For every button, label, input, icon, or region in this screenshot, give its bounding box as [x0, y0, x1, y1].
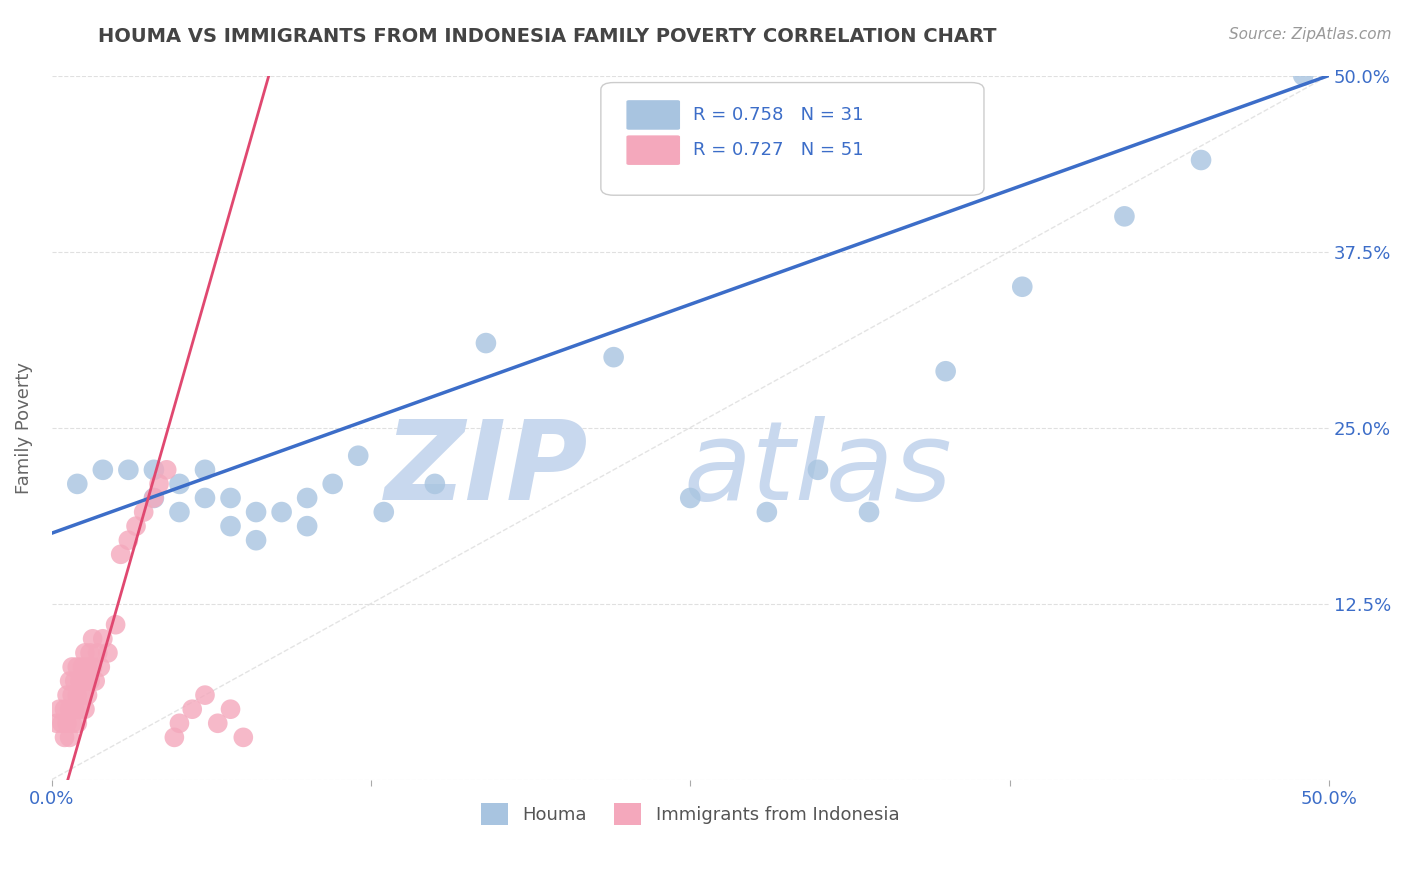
Point — [66, 688, 89, 702]
Point — [169, 476, 191, 491]
Point — [56, 688, 79, 702]
Point — [194, 463, 217, 477]
Point — [232, 731, 254, 745]
Point — [935, 364, 957, 378]
Point — [194, 688, 217, 702]
FancyBboxPatch shape — [627, 136, 681, 165]
Point — [91, 632, 114, 646]
Point — [322, 476, 344, 491]
Point — [63, 673, 86, 688]
Point — [59, 702, 82, 716]
Point — [219, 519, 242, 533]
Point — [76, 660, 98, 674]
Point — [148, 476, 170, 491]
Point — [84, 673, 107, 688]
Point — [117, 463, 139, 477]
FancyBboxPatch shape — [627, 100, 681, 129]
Point — [60, 660, 83, 674]
Point — [169, 716, 191, 731]
Point — [45, 716, 67, 731]
Point — [56, 716, 79, 731]
Point — [142, 463, 165, 477]
Text: R = 0.727   N = 51: R = 0.727 N = 51 — [693, 141, 863, 159]
Point — [1292, 69, 1315, 83]
Point — [156, 463, 179, 477]
Point — [373, 505, 395, 519]
Point — [89, 660, 111, 674]
Legend: Houma, Immigrants from Indonesia: Houma, Immigrants from Indonesia — [472, 794, 908, 834]
Point — [163, 731, 186, 745]
Point — [97, 646, 120, 660]
FancyBboxPatch shape — [600, 83, 984, 195]
Text: R = 0.758   N = 31: R = 0.758 N = 31 — [693, 106, 863, 124]
Text: Source: ZipAtlas.com: Source: ZipAtlas.com — [1229, 27, 1392, 42]
Y-axis label: Family Poverty: Family Poverty — [15, 361, 32, 493]
Point — [73, 646, 96, 660]
Point — [66, 660, 89, 674]
Point — [72, 660, 94, 674]
Point — [245, 533, 267, 548]
Point — [91, 463, 114, 477]
Point — [679, 491, 702, 505]
Point — [807, 463, 830, 477]
Text: atlas: atlas — [683, 417, 952, 524]
Point — [87, 646, 110, 660]
Point — [270, 505, 292, 519]
Point — [125, 519, 148, 533]
Text: ZIP: ZIP — [385, 417, 588, 524]
Point — [142, 491, 165, 505]
Point — [219, 491, 242, 505]
Point — [76, 688, 98, 702]
Point — [82, 660, 104, 674]
Point — [423, 476, 446, 491]
Point — [79, 646, 101, 660]
Point — [73, 673, 96, 688]
Point — [69, 673, 91, 688]
Point — [82, 632, 104, 646]
Point — [59, 731, 82, 745]
Point — [53, 702, 76, 716]
Point — [69, 702, 91, 716]
Point — [66, 476, 89, 491]
Point — [858, 505, 880, 519]
Point — [142, 491, 165, 505]
Point — [245, 505, 267, 519]
Point — [295, 519, 318, 533]
Point — [1189, 153, 1212, 167]
Point — [73, 702, 96, 716]
Text: HOUMA VS IMMIGRANTS FROM INDONESIA FAMILY POVERTY CORRELATION CHART: HOUMA VS IMMIGRANTS FROM INDONESIA FAMIL… — [98, 27, 997, 45]
Point — [63, 702, 86, 716]
Point — [51, 716, 73, 731]
Point — [207, 716, 229, 731]
Point — [110, 547, 132, 561]
Point — [295, 491, 318, 505]
Point — [72, 688, 94, 702]
Point — [60, 688, 83, 702]
Point — [1011, 279, 1033, 293]
Point — [48, 702, 70, 716]
Point — [219, 702, 242, 716]
Point — [1114, 210, 1136, 224]
Point — [181, 702, 204, 716]
Point — [169, 505, 191, 519]
Point — [66, 716, 89, 731]
Point — [117, 533, 139, 548]
Point — [755, 505, 778, 519]
Point — [53, 731, 76, 745]
Point — [79, 673, 101, 688]
Point — [602, 350, 624, 364]
Point — [132, 505, 155, 519]
Point — [475, 336, 498, 351]
Point — [347, 449, 370, 463]
Point — [104, 617, 127, 632]
Point — [59, 673, 82, 688]
Point — [60, 716, 83, 731]
Point — [194, 491, 217, 505]
